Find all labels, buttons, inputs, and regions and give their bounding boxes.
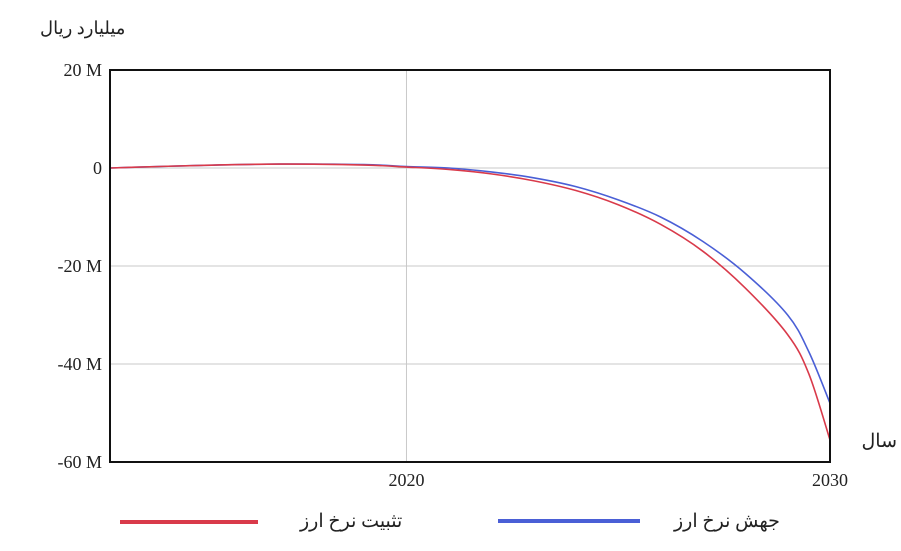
x-axis-label: سال bbox=[861, 431, 897, 452]
grid bbox=[110, 70, 830, 462]
legend-label-jump: جهش نرخ ارز bbox=[674, 511, 780, 532]
y-tick-label: 20 M bbox=[63, 60, 102, 80]
tick-labels: 20 M 0 -20 M -40 M -60 M 2020 2030 bbox=[58, 60, 849, 490]
y-tick-label: -40 M bbox=[58, 354, 103, 374]
y-tick-label: -20 M bbox=[58, 256, 103, 276]
y-axis-label: میلیارد ریال bbox=[40, 18, 126, 38]
series-lines bbox=[109, 163, 831, 441]
legend-label-stable: تثبیت نرخ ارز bbox=[300, 511, 403, 532]
legend bbox=[120, 519, 640, 524]
y-tick-label: -60 M bbox=[58, 452, 103, 472]
x-tick-label: 2020 bbox=[388, 470, 424, 490]
x-tick-label: 2030 bbox=[812, 470, 848, 490]
plot-frame bbox=[109, 69, 831, 463]
y-tick-label: 0 bbox=[93, 158, 102, 178]
series-line-1 bbox=[109, 163, 831, 441]
series-line-0 bbox=[109, 163, 831, 404]
